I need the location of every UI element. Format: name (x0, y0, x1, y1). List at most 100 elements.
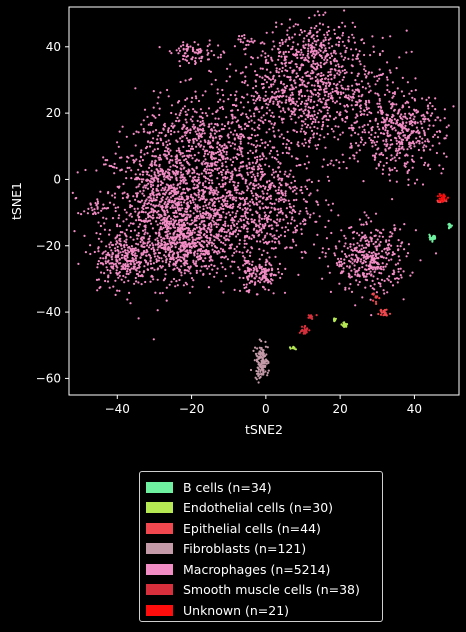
scatter-point (353, 247, 356, 250)
scatter-point (273, 156, 276, 160)
scatter-point (185, 170, 188, 173)
scatter-point (321, 277, 324, 280)
scatter-point (429, 167, 432, 171)
scatter-point (187, 144, 190, 148)
scatter-point (394, 136, 397, 139)
scatter-point (137, 248, 140, 251)
scatter-point (168, 142, 171, 145)
scatter-point (168, 198, 171, 201)
scatter-point (112, 263, 116, 266)
scatter-point (310, 63, 313, 67)
scatter-point (169, 149, 172, 152)
scatter-point (317, 121, 320, 124)
scatter-point (83, 234, 86, 237)
scatter-point (108, 164, 111, 167)
scatter-point (137, 234, 140, 237)
scatter-point (164, 155, 167, 158)
scatter-point (182, 232, 185, 235)
scatter-point (219, 56, 222, 59)
scatter-point (313, 27, 316, 30)
scatter-point (178, 241, 181, 244)
scatter-point (289, 187, 292, 190)
scatter-point (230, 122, 233, 125)
scatter-point (169, 184, 172, 187)
scatter-point (368, 251, 371, 254)
scatter-point (204, 177, 207, 180)
scatter-point (258, 219, 261, 222)
scatter-point (270, 83, 273, 86)
scatter-point (132, 238, 135, 241)
scatter-point (198, 189, 201, 193)
scatter-point (150, 247, 153, 251)
scatter-point (367, 255, 371, 258)
scatter-point (278, 262, 281, 265)
scatter-point (140, 283, 143, 286)
scatter-point (172, 164, 175, 167)
scatter-point (284, 101, 287, 104)
scatter-point (198, 206, 201, 209)
scatter-point (246, 230, 249, 233)
scatter-point (187, 149, 190, 152)
scatter-point (389, 169, 392, 172)
scatter-point (223, 237, 226, 240)
scatter-point (244, 207, 247, 210)
scatter-point (116, 289, 119, 292)
scatter-point (278, 242, 281, 245)
scatter-point (293, 189, 296, 192)
scatter-point (148, 131, 152, 134)
scatter-point (113, 196, 116, 199)
scatter-point (293, 113, 297, 116)
scatter-point (272, 126, 275, 129)
scatter-point (163, 122, 166, 125)
scatter-point (155, 232, 158, 235)
scatter-point (173, 211, 176, 214)
scatter-point (195, 224, 198, 227)
scatter-point (216, 124, 219, 127)
scatter-point (228, 190, 231, 193)
scatter-point (182, 188, 185, 191)
scatter-point (336, 263, 339, 267)
scatter-point (130, 169, 133, 172)
scatter-point (350, 253, 353, 256)
scatter-point (188, 242, 191, 245)
scatter-point (206, 252, 209, 256)
scatter-point (397, 110, 400, 113)
scatter-point (89, 252, 92, 256)
scatter-point (151, 227, 154, 230)
scatter-point (341, 153, 344, 156)
scatter-point (154, 243, 157, 246)
scatter-point (386, 291, 389, 294)
scatter-point (251, 201, 254, 204)
scatter-point (196, 240, 199, 244)
scatter-point (168, 237, 171, 240)
scatter-point (309, 29, 312, 32)
scatter-point (390, 258, 393, 261)
scatter-point (135, 158, 138, 161)
scatter-point (194, 208, 197, 211)
scatter-point (195, 158, 198, 161)
scatter-point (169, 178, 172, 181)
scatter-point (376, 122, 379, 125)
scatter-point (319, 64, 322, 67)
scatter-point (256, 174, 259, 177)
scatter-point (333, 28, 336, 31)
scatter-point (171, 224, 175, 227)
scatter-point (206, 211, 210, 215)
scatter-point (207, 141, 210, 144)
scatter-point (443, 108, 446, 111)
scatter-point (181, 207, 184, 210)
scatter-point (99, 285, 102, 289)
scatter-point (360, 80, 363, 83)
scatter-point (316, 127, 319, 130)
scatter-point (261, 157, 264, 161)
scatter-point (222, 291, 225, 294)
scatter-point (378, 271, 381, 274)
scatter-point (100, 271, 103, 274)
scatter-point (292, 129, 295, 132)
scatter-point (250, 94, 253, 97)
scatter-point (171, 122, 174, 125)
scatter-point (201, 111, 204, 115)
scatter-point (422, 113, 425, 116)
scatter-point (137, 212, 140, 215)
scatter-point (169, 206, 172, 210)
